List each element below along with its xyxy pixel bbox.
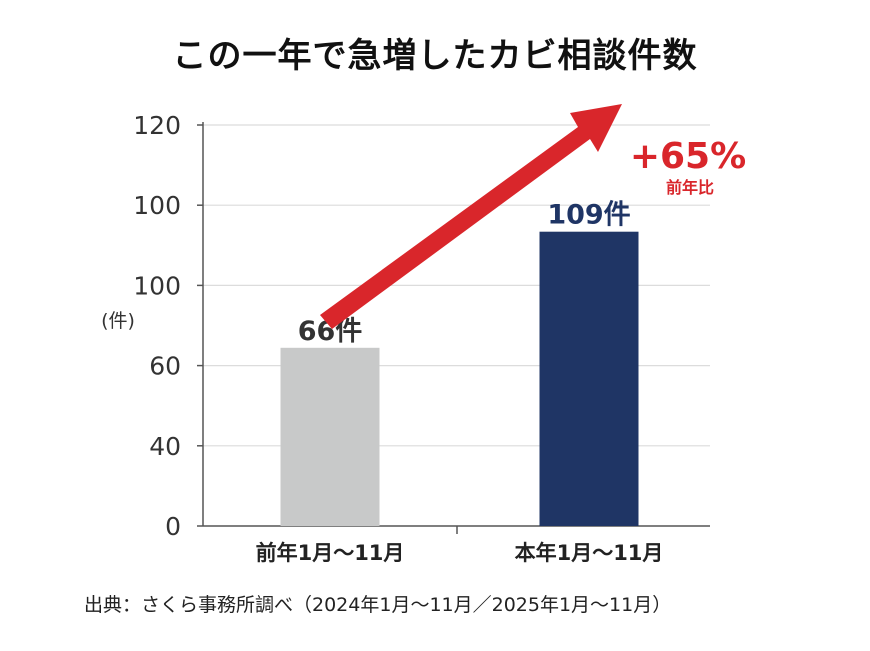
trend-arrow-icon [320, 104, 622, 329]
y-tick-label: 40 [149, 432, 181, 461]
y-tick-label: 100 [133, 191, 181, 220]
x-tick-label: 前年1月～11月 [256, 541, 405, 565]
data-label: 109件 [547, 200, 630, 231]
source-note: 出典：さくら事務所調べ（2024年1月～11月／2025年1月～11月） [84, 594, 672, 616]
x-tick-label: 本年1月～11月 [515, 541, 664, 565]
y-tick-label: 100 [133, 271, 181, 300]
y-tick-label: 60 [149, 352, 181, 381]
y-axis-label: (件) [101, 310, 135, 332]
bar [539, 231, 639, 526]
growth-sublabel: 前年比 [666, 178, 714, 197]
growth-label: +65% [630, 136, 746, 177]
chart-title: この一年で急増したカビ相談件数 [172, 36, 698, 76]
y-tick-label: 0 [165, 512, 181, 541]
bar [280, 347, 380, 526]
y-tick-label: 120 [133, 111, 181, 140]
